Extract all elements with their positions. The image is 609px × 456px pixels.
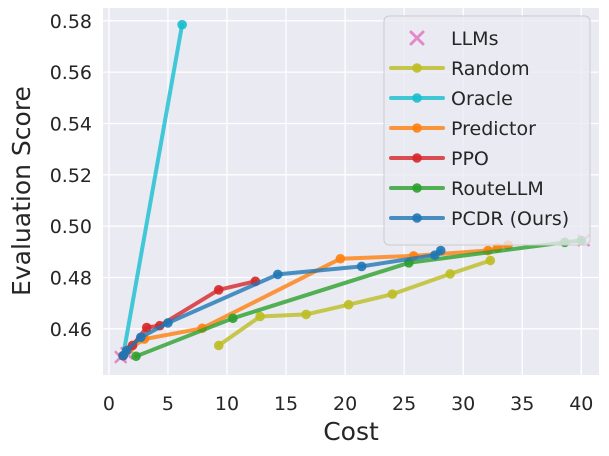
x-axis-label: Cost: [323, 417, 379, 446]
legend-label: RouteLLM: [451, 178, 544, 200]
legend-item-predictor: Predictor: [389, 118, 536, 140]
x-tick-label: 0: [103, 393, 115, 415]
data-point: [141, 322, 152, 333]
x-tick-label: 5: [162, 393, 174, 415]
legend: LLMs Random Oracle Predictor PPO RouteLLM PCDR…: [383, 15, 591, 246]
legend-label: PPO: [451, 148, 489, 170]
y-axis-label: Evaluation Score: [7, 86, 36, 296]
ticks: 0 5 10 15 20 25 30 35 40 0.46 0.48 0.50 0.52 0.54 0.56…: [50, 11, 594, 415]
data-point: [213, 284, 224, 295]
data-point: [177, 19, 187, 30]
y-tick-label: 0.46: [50, 319, 92, 341]
data-point: [343, 299, 354, 310]
legend-label: Predictor: [451, 118, 536, 140]
data-point: [228, 313, 238, 324]
data-point: [163, 318, 173, 328]
y-tick-label: 0.58: [50, 11, 92, 33]
x-tick-label: 30: [451, 393, 475, 415]
x-tick-label: 25: [392, 393, 416, 415]
series-layer: [114, 19, 590, 364]
legend-x-marker: [409, 30, 425, 46]
data-point: [255, 311, 265, 322]
y-tick-label: 0.52: [50, 165, 92, 187]
data-point: [213, 340, 224, 351]
x-tick-label: 10: [215, 393, 239, 415]
y-tick-label: 0.50: [50, 216, 92, 238]
data-point: [435, 245, 446, 256]
legend-item-random: Random: [389, 58, 530, 80]
data-point: [301, 309, 311, 320]
legend-marker: [412, 183, 422, 193]
legend-label: PCDR (Ours): [451, 208, 569, 230]
data-point: [335, 253, 346, 264]
data-point: [445, 269, 456, 279]
legend-marker: [412, 123, 422, 133]
y-tick-label: 0.54: [50, 113, 92, 135]
legend-item-oracle: Oracle: [389, 88, 513, 110]
data-point: [356, 261, 367, 272]
x-tick-label: 15: [274, 393, 298, 415]
y-tick-label: 0.48: [50, 267, 92, 289]
legend-label: Oracle: [451, 88, 513, 110]
legend-item-ppo: PPO: [389, 148, 489, 170]
series-pcdr-ours: [118, 245, 446, 361]
legend-marker: [412, 63, 422, 73]
data-point: [485, 255, 496, 266]
x-tick-label: 20: [333, 393, 357, 415]
data-point: [131, 351, 141, 362]
legend-item-routellm: RouteLLM: [389, 178, 544, 200]
x-tick-label: 40: [569, 393, 593, 415]
data-point: [135, 332, 146, 343]
legend-marker: [412, 93, 422, 103]
x-tick-label: 35: [510, 393, 534, 415]
legend-label: Random: [451, 58, 530, 80]
data-point: [387, 289, 398, 299]
data-point: [272, 269, 283, 280]
legend-marker: [412, 153, 422, 163]
legend-label: LLMs: [451, 28, 498, 50]
series-line: [121, 22, 185, 358]
data-point: [121, 345, 132, 356]
legend-marker: [412, 213, 422, 223]
legend-item-llms: LLMs: [409, 28, 498, 50]
y-tick-label: 0.56: [50, 62, 92, 84]
legend-item-pcdr-ours: PCDR (Ours): [389, 208, 569, 230]
series-random: [213, 255, 496, 351]
